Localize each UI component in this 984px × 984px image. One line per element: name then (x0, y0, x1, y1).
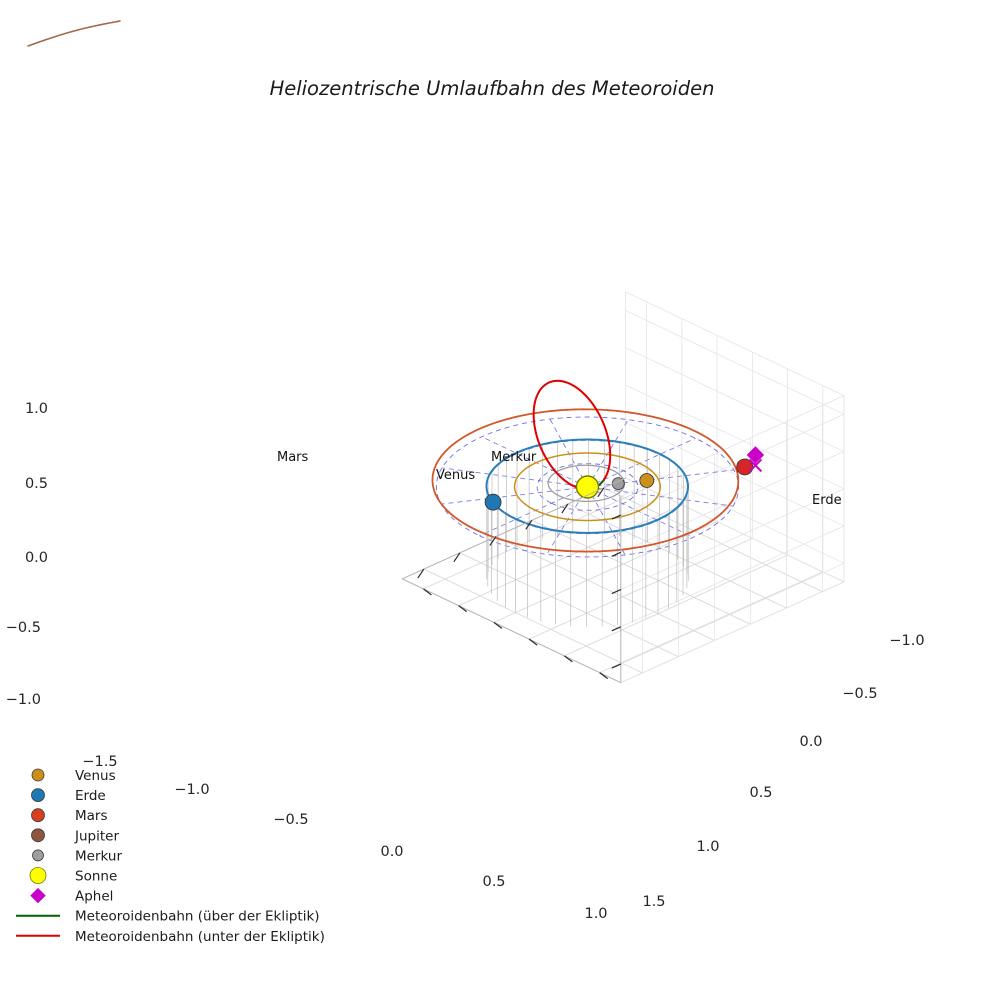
aphel-projection-x-marker (748, 458, 763, 473)
tick-labels: 1.0 0.5 0.0 −0.5 −1.0 −1.5 −1.0 −0.5 0.0 0.5 1.0 −1… (6, 401, 925, 922)
meteoroid-orbit (532, 379, 612, 491)
axis-lines (402, 477, 626, 684)
legend-item-meteoroidenbahn-unter-der[interactable]: Meteoroidenbahn (unter der Ekliptik) (16, 929, 325, 945)
legend-item-jupiter[interactable]: Jupiter (31, 828, 120, 844)
legend-item-erde[interactable]: Erde (31, 788, 106, 804)
mars-label: Mars (277, 450, 309, 465)
legend-item-label: Sonne (75, 869, 117, 885)
legend-item-sonne[interactable]: Sonne (29, 867, 117, 885)
merkur-label: Merkur (491, 450, 537, 465)
body-marker-erde (484, 493, 502, 511)
legend-item-label: Meteoroidenbahn (unter der Ekliptik) (75, 929, 325, 945)
celestial-bodies (484, 446, 765, 511)
legend-item-label: Mars (75, 808, 108, 824)
legend-item-mars[interactable]: Mars (31, 808, 108, 824)
tick-label-y-1: −0.5 (842, 686, 877, 702)
tick-label-x-0: −1.5 (82, 754, 117, 770)
erde-label: Erde (812, 493, 842, 508)
body-marker-venus (639, 473, 655, 488)
aphel-marker (746, 446, 765, 464)
tick-label-x-1: −1.0 (174, 782, 209, 798)
tick-label-x-3: 0.0 (380, 844, 403, 860)
legend-item-merkur[interactable]: Merkur (32, 848, 123, 864)
tick-label-x-5: 1.0 (584, 906, 607, 922)
tick-label-z-3: −0.5 (6, 620, 41, 636)
planet-orbits (27, 20, 740, 553)
legend-circle-marker (29, 867, 47, 884)
legend-circle-marker (31, 808, 45, 823)
legend[interactable]: Venus Erde Mars Jupiter Merkur Sonne Aphel Mete… (16, 768, 325, 945)
legend-item-label: Meteoroidenbahn (über der Ekliptik) (75, 909, 320, 925)
page-title: Heliozentrische Umlaufbahn des Meteoroid… (270, 77, 715, 100)
tick-label-z-1: 0.5 (25, 476, 48, 492)
legend-item-label: Venus (75, 768, 116, 784)
body-annotations: Mars Venus Merkur Erde (277, 450, 842, 508)
legend-item-label: Aphel (75, 889, 113, 905)
jupiter-orbit-fragment (27, 20, 121, 47)
legend-item-label: Merkur (75, 848, 122, 864)
tick-label-x-4: 0.5 (482, 874, 505, 890)
tick-label-z-4: −1.0 (6, 692, 41, 708)
legend-item-aphel[interactable]: Aphel (30, 887, 113, 905)
tick-label-z-0: 1.0 (25, 401, 48, 417)
legend-item-label: Erde (75, 788, 106, 804)
legend-circle-marker (31, 768, 45, 782)
legend-circle-marker (31, 788, 45, 802)
tick-label-z-2: 0.0 (25, 550, 48, 566)
legend-item-meteoroidenbahn-über-der[interactable]: Meteoroidenbahn (über der Ekliptik) (16, 909, 320, 925)
legend-circle-marker (31, 828, 45, 843)
tick-label-y-4: 1.0 (696, 839, 719, 855)
legend-item-label: Jupiter (74, 828, 119, 844)
tick-label-y-0: −1.0 (889, 633, 924, 649)
legend-item-venus[interactable]: Venus (31, 768, 116, 784)
tick-label-y-3: 0.5 (749, 785, 772, 801)
legend-circle-marker (32, 849, 44, 862)
venus-label: Venus (436, 468, 475, 483)
tick-label-y-5: 1.5 (642, 894, 665, 910)
tick-label-x-2: −0.5 (273, 812, 308, 828)
tick-label-y-2: 0.0 (799, 734, 822, 750)
legend-diamond-marker (30, 887, 46, 904)
